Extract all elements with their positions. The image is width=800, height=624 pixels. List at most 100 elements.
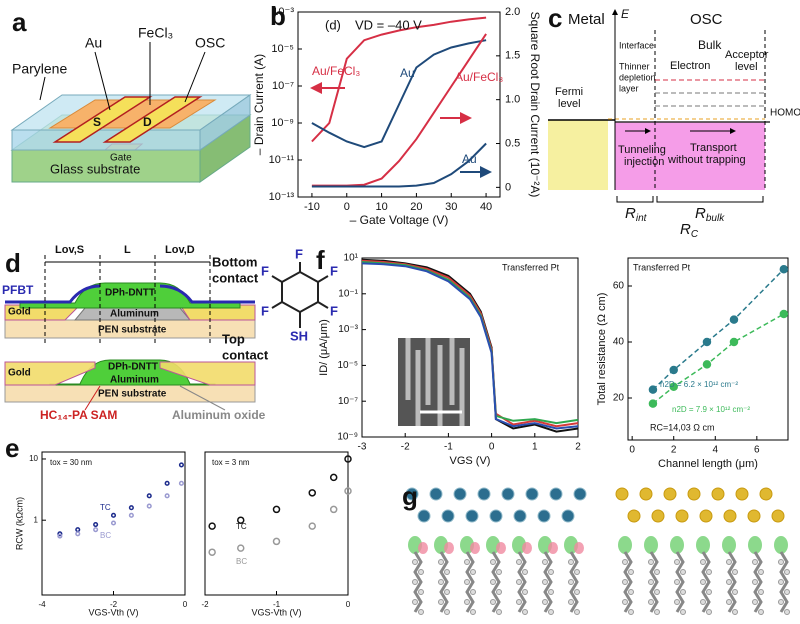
annotation: (d): [325, 17, 341, 32]
point: [128, 512, 134, 518]
leader: [184, 51, 206, 103]
plot-frame: [361, 257, 579, 438]
osc-homo-region: [615, 122, 765, 190]
atom: [417, 509, 431, 523]
point: [110, 520, 117, 526]
annotation: Transferred Pt: [633, 262, 691, 272]
x-axis-label: VGS (V): [450, 455, 491, 467]
label: PFBT: [2, 283, 34, 297]
pfbt: [5, 284, 101, 304]
chart: -4 -2 0 1 10 VGS-Vth (V) RCW (kΩcm) TC BC tox = 3…: [14, 451, 188, 617]
atom: [444, 609, 450, 615]
y2-tick-label: 1.5: [505, 50, 520, 62]
x-axis-label: – Gate Voltage (V): [350, 213, 449, 227]
atom: [464, 579, 470, 585]
label: without trapping: [667, 154, 746, 166]
gold: [159, 361, 256, 386]
label: Interface: [619, 40, 654, 50]
atom: [651, 509, 665, 523]
atom: [648, 579, 654, 585]
atom: [418, 569, 424, 575]
atom: [496, 569, 502, 575]
label: DPh-DNTT: [105, 288, 155, 299]
point: [344, 487, 352, 495]
molecule-chain: [753, 551, 763, 613]
annotation: Transferred Pt: [502, 262, 560, 272]
atom: [784, 589, 790, 595]
molecule-chain: [623, 551, 633, 613]
point: [308, 489, 316, 497]
label: Bottom: [212, 254, 258, 269]
label: Au: [85, 35, 102, 51]
x-tick-label: 2: [671, 445, 677, 456]
charge-density: [574, 542, 584, 554]
label: OSC: [195, 35, 225, 51]
point: [648, 385, 658, 394]
x-tick-label: 0: [183, 600, 188, 609]
panel-label: f: [316, 245, 325, 275]
metal-block: [548, 120, 608, 190]
annotation: tox = 3 nm: [212, 458, 250, 467]
y-tick-label: 10: [29, 454, 38, 463]
atom: [548, 569, 554, 575]
atom: [465, 509, 479, 523]
y2-tick-label: 0.5: [505, 137, 520, 149]
y-axis-label: ID/ (μA/μm): [318, 319, 330, 376]
x-tick-label: 20: [410, 201, 422, 213]
atom: [674, 559, 680, 565]
panel-label: b: [270, 1, 286, 31]
atom: F: [330, 303, 338, 318]
subscript: C: [691, 229, 699, 240]
point: [308, 522, 316, 530]
molecule-chain: [569, 551, 579, 613]
charge-density: [418, 542, 428, 554]
series-label: Au/FeCl₃: [312, 64, 360, 78]
subscript: bulk: [706, 213, 725, 224]
atom: [513, 509, 527, 523]
label: DPh-DNTT: [108, 362, 158, 373]
label: Gold: [8, 307, 31, 318]
label: Rint: [625, 205, 648, 224]
y-tick-label: 10⁻⁷: [338, 396, 358, 407]
x-axis-label: VGS-Vth (V): [88, 607, 138, 617]
atom: [568, 579, 574, 585]
point: [272, 505, 281, 514]
chart: -10 0 10 20 30 40 10⁻¹³ 10⁻¹¹ 10⁻⁹ 10⁻⁷ 10⁻⁵ 10⁻³ 0 0…: [252, 6, 542, 227]
x-tick-label: 10: [375, 201, 387, 213]
atom: [490, 579, 496, 585]
atom: [542, 579, 548, 585]
series-label: Au: [462, 152, 477, 166]
panel-d: d Lov,S L Lov,D Bottom contact Top conta…: [2, 244, 338, 422]
atom: [412, 559, 418, 565]
plot-frame: [204, 451, 349, 596]
charge-density: [696, 536, 710, 554]
label: HC₁₄-PA SAM: [40, 408, 117, 422]
series-label: TC: [236, 522, 247, 531]
series-label: Au: [400, 66, 415, 80]
point: [669, 382, 678, 392]
point: [57, 533, 63, 539]
y-axis-label: – Drain Current (A): [252, 54, 266, 155]
atom: [628, 589, 634, 595]
atom: [778, 559, 784, 565]
y2-tick-label: 2.0: [505, 6, 520, 18]
atom: [622, 559, 628, 565]
label: depletion: [619, 72, 656, 82]
molecule-chain: [727, 551, 737, 613]
y-tick-label: 20: [613, 393, 625, 404]
x-tick-label: -1: [273, 600, 281, 609]
label: Bulk: [698, 38, 722, 52]
atom: [758, 569, 764, 575]
label: OSC: [690, 11, 723, 28]
charge-density: [496, 542, 506, 554]
bond: [271, 262, 329, 328]
point: [702, 360, 712, 369]
x-tick-label: 0: [629, 445, 635, 456]
point: [729, 337, 739, 347]
bracket: [616, 196, 764, 203]
label: Electron: [670, 60, 710, 72]
y-tick-label: 1: [34, 515, 39, 524]
x-tick-label: -2: [201, 600, 209, 609]
label: PEN substrate: [98, 389, 167, 400]
